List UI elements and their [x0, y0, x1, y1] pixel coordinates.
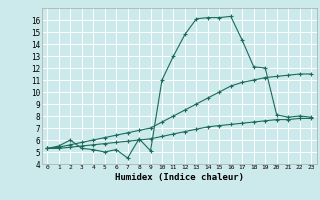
X-axis label: Humidex (Indice chaleur): Humidex (Indice chaleur) [115, 173, 244, 182]
